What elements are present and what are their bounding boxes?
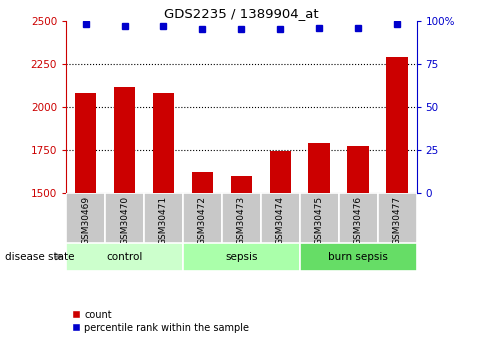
Bar <box>347 146 369 193</box>
Text: GSM30475: GSM30475 <box>315 196 324 245</box>
Text: GSM30469: GSM30469 <box>81 196 90 245</box>
Bar <box>231 176 252 193</box>
Bar <box>300 243 416 271</box>
Bar <box>261 193 300 243</box>
Text: GSM30474: GSM30474 <box>276 196 285 245</box>
Bar <box>222 193 261 243</box>
Bar <box>114 87 135 193</box>
Text: GSM30470: GSM30470 <box>120 196 129 245</box>
Text: disease state: disease state <box>5 252 74 262</box>
Bar <box>192 172 213 193</box>
Bar <box>153 93 174 193</box>
Text: GSM30472: GSM30472 <box>198 196 207 245</box>
Bar <box>183 243 300 271</box>
Bar <box>309 143 330 193</box>
Bar <box>183 193 222 243</box>
Text: burn sepsis: burn sepsis <box>328 252 388 262</box>
Text: GSM30476: GSM30476 <box>354 196 363 245</box>
Bar <box>66 193 105 243</box>
Bar <box>300 193 339 243</box>
Bar <box>66 243 183 271</box>
Text: GSM30473: GSM30473 <box>237 196 246 245</box>
Bar <box>378 193 416 243</box>
Text: GSM30477: GSM30477 <box>392 196 401 245</box>
Title: GDS2235 / 1389904_at: GDS2235 / 1389904_at <box>164 7 318 20</box>
Bar <box>75 93 97 193</box>
Legend: count, percentile rank within the sample: count, percentile rank within the sample <box>69 306 253 337</box>
Bar <box>386 57 408 193</box>
Text: GSM30471: GSM30471 <box>159 196 168 245</box>
Bar <box>144 193 183 243</box>
Text: sepsis: sepsis <box>225 252 258 262</box>
Bar <box>339 193 378 243</box>
Text: control: control <box>106 252 143 262</box>
Bar <box>270 151 291 193</box>
Bar <box>105 193 144 243</box>
